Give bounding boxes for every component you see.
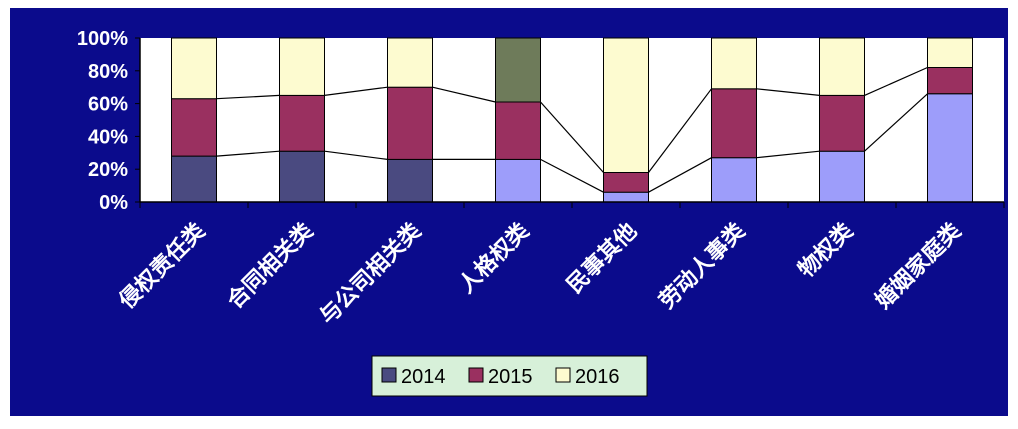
bar-segment-2015-5 (603, 172, 649, 193)
plot-area (140, 38, 1004, 202)
bar-segment-2015-4 (495, 101, 541, 160)
bar-segment-2016-7 (819, 37, 865, 96)
legend-swatch-2015 (468, 367, 484, 383)
legend-swatch-2014 (381, 367, 397, 383)
legend-label-2015: 2015 (488, 366, 533, 388)
series-line-2014-2015-segment-1 (216, 150, 280, 157)
bar-segment-2015-7 (819, 94, 865, 152)
series-line-2015-2016-segment-2 (324, 86, 388, 96)
bar-segment-2014-3 (387, 158, 433, 203)
bar-segment-2016-2 (279, 37, 325, 96)
bar-segment-2016-1 (171, 37, 217, 100)
legend: 2014 2015 2016 (371, 355, 648, 397)
y-tick-label-3: 40% (88, 126, 128, 148)
axes (135, 37, 1005, 208)
series-line-2015-2016-segment-7 (864, 66, 928, 96)
bar-segment-2014-2 (279, 150, 325, 203)
series-line-2014-2015-segment-6 (756, 150, 820, 159)
bar-segment-2014-5 (603, 191, 649, 203)
bar-segment-2016-5 (603, 37, 649, 173)
bar-segment-2016-8 (927, 37, 973, 68)
bar-segment-2015-6 (711, 88, 757, 159)
bar-segment-2016-4 (495, 37, 541, 103)
bar-segment-2014-7 (819, 150, 865, 203)
y-tick-label-5: 80% (88, 61, 128, 83)
bar-segment-2014-6 (711, 157, 757, 203)
bar-segment-2016-6 (711, 37, 757, 90)
series-line-2014-2015-segment-7 (864, 93, 928, 152)
series-line-2014-2015-segment-4 (540, 158, 604, 193)
legend-swatch-2016 (555, 367, 571, 383)
bar-segment-2014-8 (927, 93, 973, 203)
series-line-2015-2016-segment-4 (540, 101, 604, 173)
series-line-2015-2016-segment-5 (648, 88, 712, 173)
y-tick-label-2: 20% (88, 159, 128, 181)
bar-segment-2014-1 (171, 155, 217, 203)
series-lines (216, 66, 928, 193)
legend-label-2014: 2014 (401, 366, 446, 388)
series-line-2015-2016-segment-3 (432, 86, 496, 103)
series-line-2015-2016-segment-6 (756, 88, 820, 96)
legend-box (371, 355, 648, 397)
bar-segment-2015-3 (387, 86, 433, 160)
legend-label-2016: 2016 (575, 366, 620, 388)
bar-segment-2015-2 (279, 94, 325, 152)
bars (171, 37, 973, 203)
series-line-2014-2015-segment-2 (324, 150, 388, 160)
series-line-2014-2015-segment-5 (648, 157, 712, 193)
series-line-2015-2016-segment-1 (216, 94, 280, 100)
bar-segment-2014-4 (495, 158, 541, 203)
y-tick-label-1: 0% (99, 192, 128, 214)
bar-segment-2015-1 (171, 98, 217, 157)
y-tick-label-4: 60% (88, 94, 128, 116)
y-tick-label-6: 100% (77, 28, 128, 50)
bar-segment-2015-8 (927, 67, 973, 95)
y-tick-labels: 0% 20% 40% 60% 80% 100% (77, 28, 128, 214)
bar-segment-2016-3 (387, 37, 433, 88)
